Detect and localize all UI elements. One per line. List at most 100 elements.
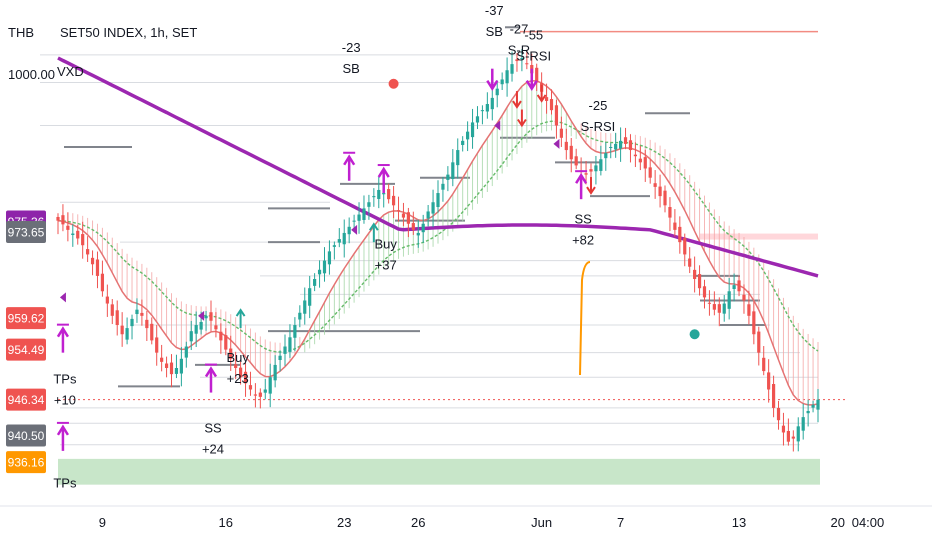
candle-body bbox=[362, 208, 366, 220]
candle-body bbox=[268, 377, 272, 394]
candle-body bbox=[382, 193, 386, 195]
candle-body bbox=[796, 426, 800, 442]
candle-body bbox=[313, 278, 317, 286]
candle-body bbox=[263, 389, 267, 393]
price-badge-label: 946.34 bbox=[8, 393, 45, 407]
candle-body bbox=[510, 64, 514, 74]
candle-body bbox=[697, 274, 702, 289]
candle-body bbox=[737, 280, 741, 292]
candle-body bbox=[209, 312, 213, 321]
candle-body bbox=[614, 143, 618, 150]
signal-annotation: +82 bbox=[572, 233, 594, 248]
candle-body bbox=[76, 230, 80, 239]
candle-body bbox=[525, 63, 529, 65]
buy-arrow bbox=[204, 366, 218, 378]
candle-body bbox=[520, 57, 524, 59]
indicator-lines-layer bbox=[57, 56, 819, 406]
candle-body bbox=[169, 362, 174, 375]
slow-band-line bbox=[57, 120, 819, 353]
signal-annotation: Buy bbox=[375, 236, 398, 251]
x-tick-label: 04:00 bbox=[852, 515, 885, 530]
signal-annotation: SS bbox=[204, 420, 222, 435]
candle-body bbox=[120, 325, 124, 335]
candle-body bbox=[648, 167, 652, 178]
candle-body bbox=[199, 321, 203, 330]
price-badge bbox=[6, 424, 46, 447]
candle-body bbox=[767, 372, 771, 390]
price-badge-label: 940.50 bbox=[8, 429, 45, 443]
buy-arrow bbox=[377, 166, 390, 178]
candle-body bbox=[174, 368, 179, 374]
candle-body bbox=[466, 131, 470, 140]
signal-annotation: -37 bbox=[485, 3, 504, 18]
candle-body bbox=[643, 157, 647, 169]
candle-body bbox=[446, 174, 450, 180]
candle-body bbox=[475, 116, 480, 123]
signal-annotation: +24 bbox=[202, 441, 224, 456]
candle-body bbox=[125, 328, 129, 340]
candle-body bbox=[535, 67, 539, 83]
candle-body bbox=[308, 288, 312, 306]
candle-body bbox=[342, 232, 346, 245]
candle-body bbox=[248, 385, 253, 390]
candle-body bbox=[505, 70, 509, 84]
levels-layer bbox=[40, 26, 848, 446]
candle-body bbox=[357, 214, 361, 221]
candle-body bbox=[500, 79, 504, 85]
x-tick-label: 9 bbox=[99, 515, 106, 530]
candle-body bbox=[712, 304, 716, 310]
candles-layer bbox=[56, 48, 820, 452]
signal-annotation: +23 bbox=[227, 371, 249, 386]
candle-body bbox=[367, 202, 371, 207]
candle-body bbox=[495, 88, 499, 96]
candle-body bbox=[668, 207, 672, 218]
candle-body bbox=[623, 137, 628, 144]
candle-body bbox=[451, 162, 455, 179]
red-sell-arrow bbox=[517, 118, 527, 128]
candle-body bbox=[229, 348, 233, 359]
candle-body bbox=[693, 269, 697, 279]
candle-body bbox=[599, 159, 603, 171]
candle-body bbox=[604, 153, 608, 159]
candle-body bbox=[470, 122, 475, 138]
candle-body bbox=[396, 210, 401, 212]
candle-body bbox=[110, 304, 114, 316]
candle-body bbox=[786, 430, 790, 442]
candle-body bbox=[135, 309, 139, 315]
candle-body bbox=[243, 371, 248, 384]
candle-body bbox=[406, 212, 410, 224]
candle-body bbox=[303, 300, 307, 314]
buy-arrow bbox=[56, 424, 69, 436]
price-badge bbox=[6, 388, 46, 411]
candle-body bbox=[456, 150, 460, 166]
candle-body bbox=[105, 296, 109, 304]
candle-body bbox=[441, 183, 445, 190]
candle-body bbox=[160, 357, 164, 362]
candle-body bbox=[238, 367, 243, 378]
candle-body bbox=[283, 346, 287, 354]
candle-body bbox=[401, 213, 406, 218]
candle-body bbox=[618, 140, 623, 149]
candle-body bbox=[702, 286, 707, 298]
annotations-layer: -23 SB -37 SB -27 S-R-55 S-RSI -25 S-RSI Buy +37 Bu… bbox=[53, 3, 615, 491]
price-badge bbox=[6, 221, 46, 244]
candle-body bbox=[776, 407, 781, 421]
resistance-zone bbox=[700, 233, 818, 240]
candle-body bbox=[115, 310, 119, 326]
candle-body bbox=[130, 318, 134, 327]
candle-body bbox=[658, 186, 662, 197]
candle-body bbox=[253, 394, 258, 396]
candle-body bbox=[145, 319, 149, 329]
x-tick-label: 13 bbox=[732, 515, 746, 530]
candle-body bbox=[717, 304, 721, 313]
candle-body bbox=[663, 190, 667, 206]
candle-body bbox=[150, 323, 154, 341]
signal-annotation: Buy bbox=[226, 350, 249, 365]
candle-body bbox=[589, 169, 593, 172]
signal-annotation: S-R bbox=[508, 42, 530, 57]
candle-body bbox=[569, 145, 573, 160]
candle-body bbox=[747, 304, 751, 316]
signal-annotation: SB bbox=[342, 61, 359, 76]
